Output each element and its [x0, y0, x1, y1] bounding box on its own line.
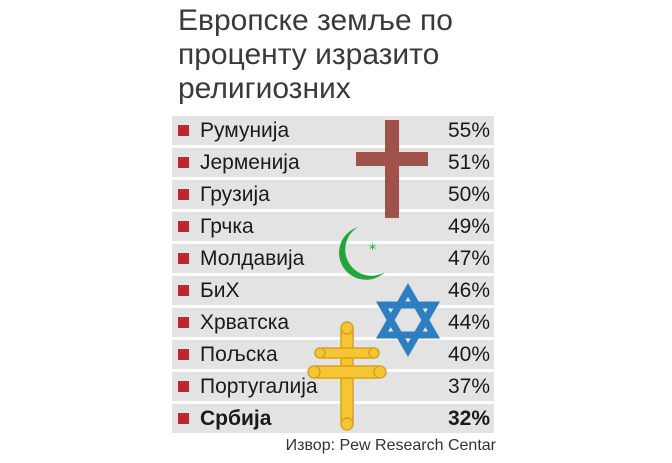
- percent-label: 32%: [447, 407, 490, 430]
- country-label: Јерменија: [200, 151, 300, 174]
- country-label: Грчка: [200, 215, 254, 238]
- percent-label: 49%: [447, 215, 490, 238]
- country-label: Пољска: [200, 343, 278, 366]
- country-label: Румунија: [200, 119, 290, 142]
- title-line-3: религиозних: [178, 72, 351, 105]
- bullet-square: [178, 413, 189, 424]
- country-label: Србија: [200, 407, 272, 430]
- percent-label: 50%: [447, 183, 490, 206]
- percent-label: 55%: [447, 119, 490, 142]
- country-label: Португалија: [200, 375, 318, 398]
- bullet-square: [178, 189, 189, 200]
- country-label: Молдавија: [200, 247, 305, 270]
- table-row: Грузија 50%: [172, 180, 494, 209]
- bullet-square: [178, 381, 189, 392]
- percent-label: 46%: [447, 279, 490, 302]
- table-row: Грчка 49%: [172, 212, 494, 241]
- title-line-1: Европске земље по: [178, 4, 453, 37]
- table-row: Јерменија 51%: [172, 148, 494, 177]
- table-row: Румунија 55%: [172, 116, 494, 145]
- percent-label: 44%: [447, 311, 490, 334]
- chart-title: Европске земље по проценту изразито рели…: [178, 4, 518, 106]
- table-row-highlight: Србија 32%: [172, 404, 494, 433]
- bullet-square: [178, 221, 189, 232]
- country-table: Румунија 55% Јерменија 51% Грузија 50% Г…: [172, 116, 494, 436]
- table-row: Португалија 37%: [172, 372, 494, 401]
- bullet-square: [178, 125, 189, 136]
- country-label: Хрватска: [200, 311, 290, 334]
- title-line-2: проценту изразито: [178, 38, 440, 71]
- percent-label: 47%: [447, 247, 490, 270]
- table-row: Хрватска 44%: [172, 308, 494, 337]
- percent-label: 40%: [447, 343, 490, 366]
- source-note: Извор: Pew Research Centar: [285, 437, 496, 454]
- bullet-square: [178, 253, 189, 264]
- table-row: Пољска 40%: [172, 340, 494, 369]
- table-row: БиХ 46%: [172, 276, 494, 305]
- percent-label: 51%: [447, 151, 490, 174]
- percent-label: 37%: [447, 375, 490, 398]
- table-row: Молдавија 47%: [172, 244, 494, 273]
- bullet-square: [178, 285, 189, 296]
- country-label: Грузија: [200, 183, 270, 206]
- bullet-square: [178, 349, 189, 360]
- bullet-square: [178, 157, 189, 168]
- bullet-square: [178, 317, 189, 328]
- country-label: БиХ: [200, 279, 240, 302]
